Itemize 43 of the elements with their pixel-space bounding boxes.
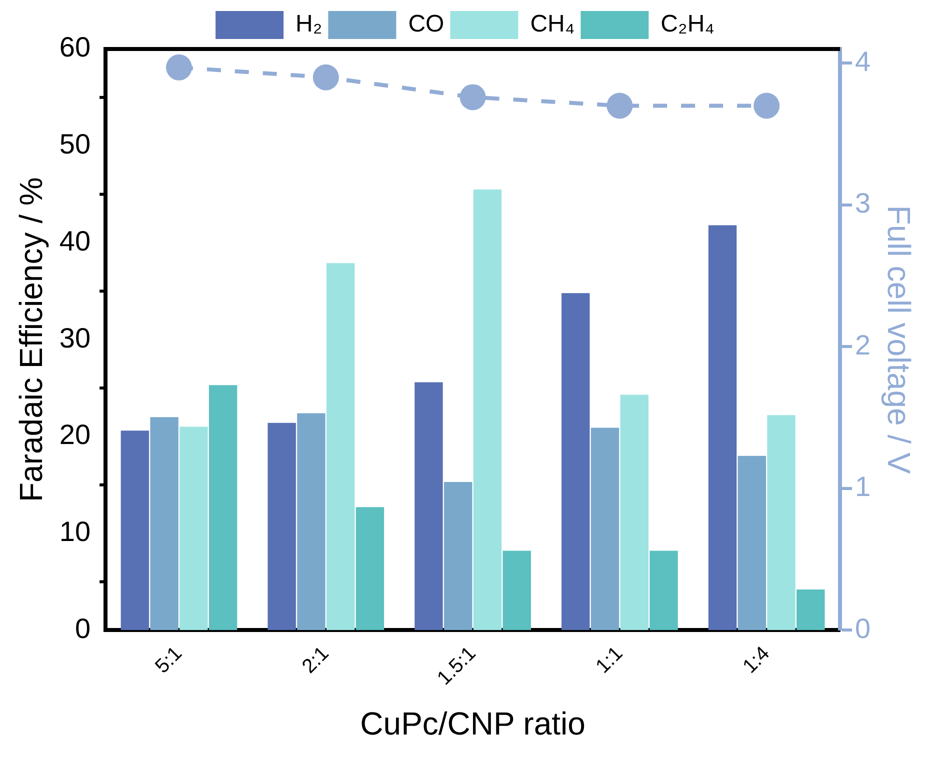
- bar: [708, 225, 737, 630]
- bar: [120, 430, 150, 630]
- y-tick-label: 40: [59, 225, 91, 256]
- x-tick-label: 2:1: [298, 642, 334, 678]
- y2-tick-label: 4: [855, 46, 871, 77]
- legend-label: H₂: [296, 10, 322, 38]
- bar: [620, 394, 648, 630]
- bar: [180, 426, 208, 630]
- bar: [268, 422, 296, 630]
- bar: [562, 293, 590, 630]
- y-tick-label: 50: [59, 128, 91, 160]
- x-tick-label: 1:4: [738, 642, 774, 678]
- y2-tick-label: 3: [855, 188, 871, 219]
- legend-label: C₂H₄: [660, 10, 714, 38]
- y-tick-label: 10: [59, 516, 91, 548]
- bar: [650, 550, 678, 630]
- y-tick-label: 20: [59, 419, 91, 450]
- y-tick-label: 60: [59, 32, 91, 63]
- bar: [297, 413, 326, 630]
- bar: [767, 415, 796, 630]
- bar: [590, 428, 620, 630]
- x-tick-label: 1:1: [592, 642, 628, 678]
- bar: [414, 382, 443, 630]
- y2-tick-label: 2: [855, 329, 871, 360]
- bar: [326, 263, 355, 630]
- legend-label: CH₄: [530, 10, 575, 38]
- legend-label: CO: [408, 10, 444, 38]
- bar: [473, 189, 502, 630]
- bar: [150, 417, 178, 630]
- y2-axis-title: Full cell voltage / V: [880, 205, 917, 475]
- bar: [444, 482, 472, 630]
- y2-tick-label: 1: [855, 471, 871, 502]
- x-tick-label: 5:1: [151, 642, 186, 678]
- y-tick-label: 30: [59, 322, 91, 354]
- bar: [796, 589, 825, 630]
- bar: [502, 550, 531, 630]
- bar: [356, 507, 384, 630]
- x-axis-title: CuPc/CNP ratio: [360, 706, 586, 742]
- bar: [738, 456, 766, 630]
- bar: [208, 385, 238, 630]
- y-axis-title: Faradaic Efficiency / %: [13, 177, 50, 502]
- y2-tick-label: 0: [855, 612, 871, 644]
- y-tick-label: 0: [74, 612, 91, 644]
